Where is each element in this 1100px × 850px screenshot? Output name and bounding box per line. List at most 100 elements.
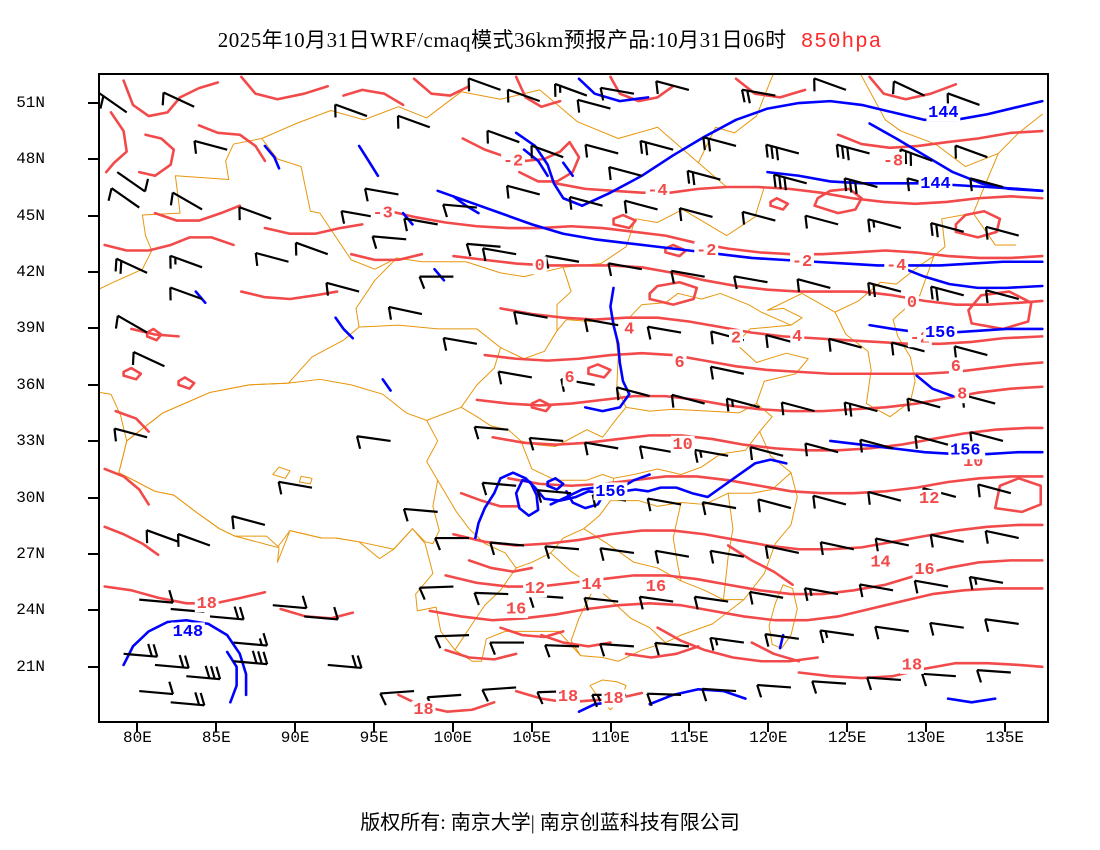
barb-shaft bbox=[915, 434, 949, 446]
barb-full bbox=[709, 637, 715, 651]
barb-shaft bbox=[639, 445, 674, 454]
y-axis-tick-label: 51N bbox=[16, 94, 45, 113]
barb-full bbox=[544, 644, 551, 658]
wind-barb bbox=[843, 177, 878, 194]
boundary-line bbox=[261, 89, 699, 164]
barb-shaft bbox=[970, 177, 1004, 189]
label-backdrop bbox=[672, 353, 687, 372]
barb-shaft bbox=[388, 305, 423, 316]
barb-full bbox=[976, 669, 983, 683]
height-contour bbox=[829, 439, 1044, 456]
wind-barb bbox=[114, 257, 148, 274]
boundary-line bbox=[613, 317, 757, 414]
wind-barb bbox=[169, 191, 203, 211]
wind-barb bbox=[576, 98, 611, 113]
wind-barb bbox=[403, 217, 438, 232]
barb-full bbox=[168, 681, 175, 695]
label-backdrop bbox=[411, 700, 436, 719]
barb-shaft bbox=[487, 129, 520, 144]
wind-barb bbox=[544, 545, 580, 560]
barb-full bbox=[584, 144, 589, 158]
barb-shaft bbox=[679, 207, 713, 218]
barb-full bbox=[740, 89, 746, 103]
temperature-contour bbox=[342, 88, 405, 107]
barb-shaft bbox=[859, 583, 894, 592]
barb-shaft bbox=[797, 278, 831, 289]
x-axis-tick-label: 135E bbox=[985, 729, 1025, 747]
barb-full bbox=[764, 633, 770, 647]
barb-half bbox=[596, 694, 602, 702]
wind-barb bbox=[929, 533, 964, 548]
barb-full bbox=[599, 87, 605, 101]
temperature-contour bbox=[587, 363, 612, 379]
barb-full bbox=[984, 226, 989, 240]
wind-barb bbox=[231, 515, 266, 530]
temperature-contour bbox=[624, 645, 700, 659]
barb-full bbox=[968, 576, 974, 590]
wind-barb bbox=[473, 425, 509, 440]
barb-full bbox=[783, 177, 787, 191]
wind-barb bbox=[984, 529, 1019, 544]
barb-full bbox=[803, 588, 809, 602]
y-axis-tick-label: 30N bbox=[16, 488, 45, 507]
temperature-contour bbox=[103, 467, 150, 506]
copyright-text: 版权所有: 南京大学| 南京创蓝科技有限公司 bbox=[360, 812, 740, 834]
boundary-line bbox=[437, 440, 615, 569]
wind-barb bbox=[131, 350, 165, 368]
wind-barb bbox=[107, 187, 140, 209]
temperature-contour bbox=[554, 182, 1044, 206]
barb-shaft bbox=[702, 501, 737, 510]
wind-barb bbox=[607, 262, 643, 277]
height-contour bbox=[263, 144, 281, 170]
barb-shaft bbox=[468, 77, 501, 91]
boundary-line bbox=[672, 502, 682, 582]
barb-shaft bbox=[498, 370, 533, 379]
temperature-contour bbox=[475, 385, 1044, 413]
temperature-contour-label: 18 bbox=[197, 595, 217, 614]
temperature-contour bbox=[145, 327, 163, 342]
wind-barb bbox=[914, 434, 949, 449]
barb-shaft bbox=[893, 80, 925, 97]
barb-full bbox=[819, 542, 824, 556]
barb-full bbox=[780, 402, 785, 416]
barb-full bbox=[434, 635, 442, 649]
barb-shaft bbox=[867, 676, 901, 682]
barb-full bbox=[238, 606, 245, 620]
barb-full bbox=[984, 618, 990, 633]
y-axis-tick-label: 42N bbox=[16, 263, 45, 282]
barb-shaft bbox=[600, 547, 635, 555]
temperature-contour bbox=[153, 204, 242, 222]
barb-shaft bbox=[507, 88, 541, 103]
wind-barb bbox=[599, 642, 635, 657]
label-backdrop bbox=[948, 441, 983, 460]
barb-shaft bbox=[239, 206, 272, 220]
wind-barb bbox=[843, 401, 878, 417]
barb-full bbox=[770, 145, 774, 160]
barb-shaft bbox=[585, 143, 619, 155]
label-backdrop bbox=[562, 368, 577, 387]
x-axis-tick-mark bbox=[215, 723, 218, 732]
height-contour bbox=[583, 286, 631, 413]
barb-full bbox=[333, 606, 339, 620]
barb-shaft bbox=[404, 217, 438, 226]
height-contour bbox=[946, 697, 997, 704]
wind-barb bbox=[874, 625, 909, 640]
wind-barb bbox=[686, 169, 721, 186]
barb-shaft bbox=[875, 625, 909, 633]
temperature-contour bbox=[518, 140, 581, 183]
wind-barb bbox=[866, 676, 901, 691]
temperature-contour-label: 16 bbox=[646, 578, 666, 597]
barb-shaft bbox=[194, 139, 228, 151]
barb-shaft bbox=[117, 314, 148, 334]
barb-full bbox=[953, 346, 958, 360]
barb-full bbox=[654, 642, 660, 656]
weather-map-plot: -2 -3 -8 -4 -2 -4 -2 0 0 -2 2 4 4 6 6 6 8 10 10 12 14 16 12 14 1… bbox=[98, 73, 1049, 723]
barb-shaft bbox=[639, 595, 674, 603]
barb-shaft bbox=[860, 438, 894, 450]
wind-barb bbox=[583, 596, 619, 611]
barb-full bbox=[969, 178, 973, 192]
barb-full bbox=[639, 140, 644, 154]
height-contours-layer bbox=[122, 77, 1044, 713]
wind-barb bbox=[418, 275, 454, 290]
barb-full bbox=[114, 258, 118, 272]
